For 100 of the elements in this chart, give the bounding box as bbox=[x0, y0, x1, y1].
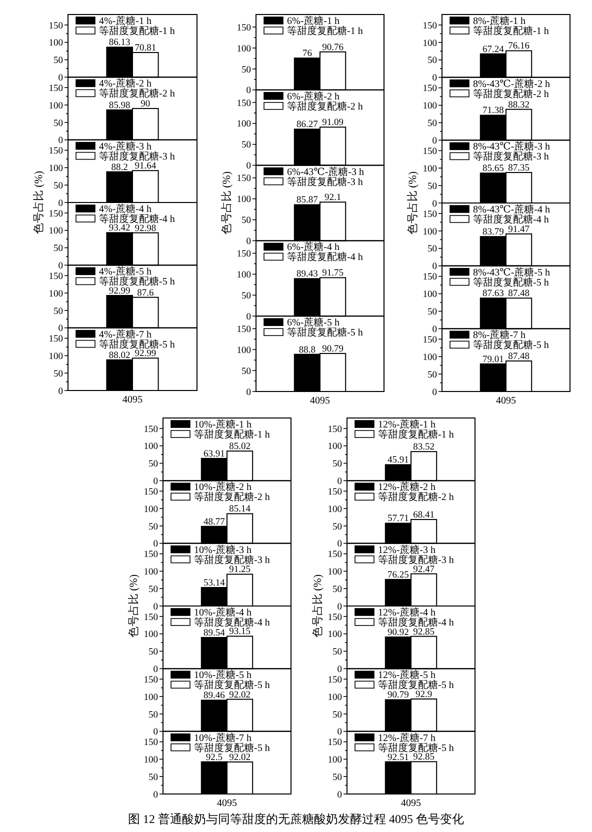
data-label: 68.41 bbox=[413, 510, 435, 521]
y-tick-label: 50 bbox=[332, 460, 342, 470]
legend-label: 10%-蔗糖-4 h bbox=[194, 606, 252, 618]
legend-label: 4%-蔗糖-4 h bbox=[99, 203, 152, 215]
legend-label: 等甜度复配糖-1 h bbox=[194, 428, 270, 440]
x-tick-label: 4095 bbox=[217, 798, 237, 809]
x-tick-label: 4095 bbox=[496, 396, 516, 406]
data-label: 92.1 bbox=[324, 193, 342, 204]
y-tick-label: 150 bbox=[236, 250, 252, 260]
y-tick-label: 150 bbox=[48, 334, 64, 345]
y-tick-label: 150 bbox=[328, 424, 342, 435]
y-tick-label: 150 bbox=[144, 550, 158, 560]
data-label: 87.48 bbox=[508, 352, 530, 362]
y-tick-label: 0 bbox=[58, 324, 64, 334]
y-tick-label: 50 bbox=[428, 119, 438, 130]
data-label: 91.47 bbox=[508, 224, 530, 235]
legend-label: 等甜度复配糖-5 h bbox=[473, 276, 549, 288]
legend-label: 4%-蔗糖-1 h bbox=[99, 15, 152, 27]
y-tick-label: 100 bbox=[144, 568, 158, 578]
data-label: 91.09 bbox=[322, 118, 344, 128]
y-tick-label: 50 bbox=[54, 118, 64, 129]
y-tick-label: 50 bbox=[148, 584, 158, 595]
data-label: 85.65 bbox=[482, 164, 504, 174]
y-axis-title: 色号占比 (%) bbox=[220, 171, 233, 235]
data-label: 92.5 bbox=[206, 752, 223, 763]
data-label: 87.48 bbox=[508, 289, 530, 300]
data-label: 53.14 bbox=[204, 578, 226, 588]
y-tick-label: 150 bbox=[48, 84, 64, 94]
y-tick-label: 100 bbox=[422, 102, 438, 112]
legend-label: 等甜度复配糖-2 h bbox=[99, 88, 175, 100]
data-label: 90.79 bbox=[322, 344, 344, 354]
y-tick-label: 50 bbox=[54, 306, 64, 317]
legend-label: 等甜度复配糖-3 h bbox=[194, 554, 270, 566]
y-tick-label: 150 bbox=[48, 21, 64, 32]
legend-label: 等甜度复配糖-5 h bbox=[378, 679, 454, 692]
y-tick-label: 0 bbox=[58, 386, 64, 397]
data-label: 92.99 bbox=[134, 349, 156, 360]
y-tick-label: 50 bbox=[428, 56, 438, 66]
y-tick-label: 100 bbox=[236, 270, 252, 281]
y-tick-label: 0 bbox=[153, 664, 158, 675]
y-tick-label: 150 bbox=[48, 272, 64, 282]
data-label: 92.85 bbox=[413, 752, 435, 763]
legend-label: 10%-蔗糖-1 h bbox=[194, 418, 252, 430]
legend-label: 等甜度复配糖-3 h bbox=[473, 150, 549, 163]
y-tick-label: 100 bbox=[236, 346, 252, 356]
data-label: 45.91 bbox=[388, 456, 410, 466]
y-tick-label: 100 bbox=[422, 227, 438, 238]
y-tick-label: 100 bbox=[48, 289, 64, 300]
y-tick-label: 50 bbox=[428, 244, 438, 255]
y-tick-label: 50 bbox=[54, 181, 64, 192]
legend-label: 10%-蔗糖-3 h bbox=[194, 544, 252, 556]
legend-label: 12%-蔗糖-7 h bbox=[378, 732, 436, 744]
y-tick-label: 0 bbox=[58, 261, 64, 272]
data-label: 79.01 bbox=[482, 354, 504, 365]
y-tick-label: 150 bbox=[422, 210, 438, 220]
y-axis-title: 色号占比 (%) bbox=[126, 574, 140, 638]
data-label: 92.02 bbox=[229, 752, 251, 763]
y-tick-label: 0 bbox=[337, 540, 342, 550]
y-tick-label: 0 bbox=[337, 476, 342, 487]
y-tick-label: 50 bbox=[428, 370, 438, 380]
y-tick-label: 0 bbox=[432, 388, 438, 398]
legend-label: 等甜度复配糖-1 h bbox=[378, 428, 454, 440]
y-axis-title: 色号占比 (%) bbox=[32, 170, 45, 234]
y-tick-label: 150 bbox=[236, 23, 252, 34]
y-tick-label: 50 bbox=[54, 244, 64, 254]
data-label: 48.77 bbox=[204, 517, 226, 528]
y-tick-label: 150 bbox=[144, 612, 158, 623]
y-tick-label: 50 bbox=[428, 308, 438, 318]
legend-label: 等甜度复配糖-2 h bbox=[194, 491, 270, 504]
legend-label: 6%-43℃-蔗糖-3 h bbox=[287, 166, 364, 178]
y-tick-label: 100 bbox=[422, 38, 438, 49]
y-tick-label: 0 bbox=[153, 476, 158, 487]
data-label: 76.16 bbox=[508, 42, 530, 52]
y-tick-label: 0 bbox=[58, 73, 64, 84]
y-tick-label: 0 bbox=[246, 162, 252, 172]
data-label: 93.42 bbox=[108, 224, 131, 234]
y-tick-label: 0 bbox=[337, 790, 342, 800]
y-tick-label: 0 bbox=[153, 540, 158, 550]
data-label: 63.91 bbox=[204, 449, 226, 460]
y-tick-label: 100 bbox=[144, 504, 158, 515]
legend-label: 8%-蔗糖-1 h bbox=[473, 15, 526, 27]
y-tick-label: 150 bbox=[236, 174, 252, 184]
legend-label: 6%-蔗糖-1 h bbox=[287, 15, 340, 27]
data-label: 88.2 bbox=[111, 162, 128, 173]
y-tick-label: 150 bbox=[48, 146, 64, 157]
legend-label: 12%-蔗糖-1 h bbox=[378, 418, 436, 430]
y-tick-label: 50 bbox=[242, 140, 252, 151]
data-label: 86.27 bbox=[296, 120, 318, 130]
data-label: 89.46 bbox=[204, 691, 226, 702]
y-tick-label: 50 bbox=[332, 648, 342, 658]
data-label: 90.79 bbox=[388, 690, 410, 701]
legend-label: 等甜度复配糖-1 h bbox=[99, 25, 175, 37]
x-tick-label: 4095 bbox=[401, 798, 421, 809]
y-tick-label: 150 bbox=[422, 21, 438, 32]
y-tick-label: 100 bbox=[144, 630, 158, 640]
y-tick-label: 100 bbox=[328, 442, 342, 452]
legend-label: 等甜度复配糖-5 h bbox=[99, 276, 175, 288]
data-label: 85.14 bbox=[229, 504, 251, 515]
data-label: 57.71 bbox=[388, 514, 410, 524]
y-tick-label: 50 bbox=[148, 772, 158, 783]
